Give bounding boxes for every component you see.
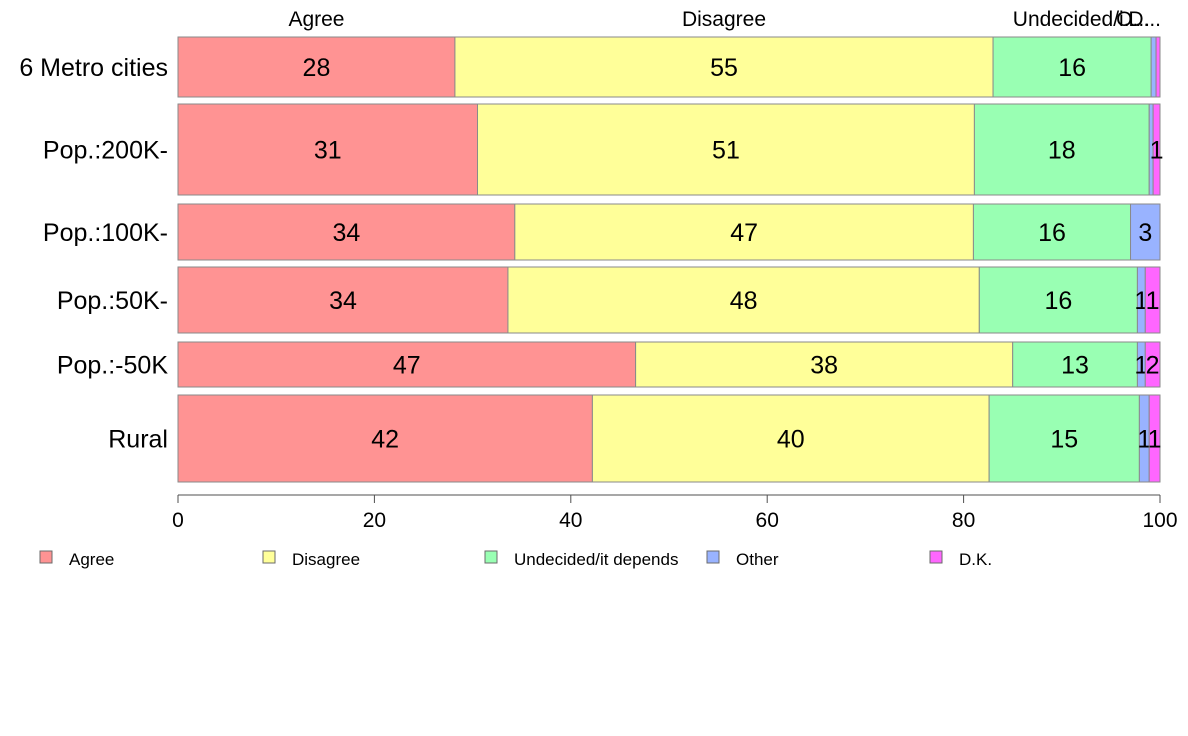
x-axis: 0 20 40 60 80 100: [172, 494, 1178, 532]
bar-segment-2-1: [177, 103, 479, 196]
legend-swatch: [706, 550, 720, 564]
column-header-labels: Agree Disagree Undecided/i...O...D...: [288, 8, 1161, 31]
bar-segment-1-3: [992, 36, 1152, 98]
data-label: 51: [712, 137, 740, 165]
bar-segment-6-2: [591, 394, 990, 483]
x-tick-label: 60: [756, 509, 779, 532]
data-label: 16: [1038, 219, 1066, 247]
category-label: Rural: [108, 426, 168, 454]
data-label: 34: [329, 287, 357, 315]
bar-segment-5-3: [1012, 341, 1138, 388]
data-label: 1: [1148, 426, 1162, 454]
data-label: 16: [1058, 54, 1086, 82]
data-label: 1: [1146, 287, 1160, 315]
column-header-label: Undecided/i...: [1013, 8, 1141, 31]
bar-segment-4-1: [177, 266, 509, 334]
data-label: 13: [1061, 352, 1089, 380]
category-label: 6 Metro cities: [19, 54, 168, 82]
category-label: Pop.:50K-: [57, 287, 168, 315]
data-label: 48: [730, 287, 758, 315]
bar-segment-2-3: [973, 103, 1150, 196]
data-label: 28: [303, 54, 331, 82]
x-tick-label: 0: [172, 509, 184, 532]
legend: Agree Disagree Undecided/it depends Other D.…: [39, 550, 992, 569]
x-tick-label: 20: [363, 509, 386, 532]
data-label: 47: [393, 352, 421, 380]
data-label: 16: [1044, 287, 1072, 315]
bar-segment-5-5: [1144, 341, 1161, 388]
column-header-label: O...: [1116, 8, 1150, 31]
data-label: 15: [1050, 426, 1078, 454]
legend-label: Agree: [69, 550, 114, 569]
bar-segment-5-2: [635, 341, 1014, 388]
bar-segment-2-5: [1152, 103, 1161, 196]
data-label: 55: [710, 54, 738, 82]
x-tick-label: 100: [1142, 509, 1177, 532]
legend-swatch: [262, 550, 276, 564]
bar-segment-6-3: [988, 394, 1140, 483]
category-labels: 6 Metro cities Pop.:200K- Pop.:100K- Pop.:5…: [19, 54, 168, 454]
bar-segment-6-5: [1148, 394, 1161, 483]
data-label: 40: [777, 426, 805, 454]
bar-segment-4-3: [978, 266, 1138, 334]
bar-segment-2-2: [477, 103, 975, 196]
x-tick-label: 80: [952, 509, 975, 532]
bar-segment-6-1: [177, 394, 593, 483]
bar-segment-3-4: [1130, 203, 1161, 261]
bar-segment-3-2: [514, 203, 974, 261]
bar-segment-4-5: [1144, 266, 1161, 334]
column-header-label: Agree: [288, 8, 344, 31]
x-tick-label: 40: [559, 509, 582, 532]
legend-swatch: [39, 550, 53, 564]
data-label: 42: [371, 426, 399, 454]
data-label: 1: [1150, 137, 1164, 165]
bar-segment-5-1: [177, 341, 637, 388]
column-header-label: D...: [1128, 8, 1161, 31]
legend-label: Undecided/it depends: [514, 550, 678, 569]
data-label: 3: [1138, 219, 1152, 247]
bar-segment-4-2: [507, 266, 980, 334]
legend-label: Disagree: [292, 550, 360, 569]
legend-label: D.K.: [959, 550, 992, 569]
bar-segment-1-4: [1150, 36, 1157, 98]
category-label: Pop.:100K-: [43, 219, 168, 247]
data-label: 38: [810, 352, 838, 380]
category-label: Pop.:200K-: [43, 137, 168, 165]
data-label: 2: [1146, 352, 1160, 380]
data-label: 34: [333, 219, 361, 247]
data-label: 18: [1048, 137, 1076, 165]
column-header-label: Disagree: [682, 8, 766, 31]
data-label: 31: [314, 137, 342, 165]
category-label: Pop.:-50K: [57, 352, 169, 380]
legend-swatch: [484, 550, 498, 564]
bar-segment-1-5: [1155, 36, 1161, 98]
legend-swatch: [929, 550, 943, 564]
data-label: 47: [730, 219, 758, 247]
bar-segment-1-1: [177, 36, 456, 98]
bar-segment-3-1: [177, 203, 516, 261]
data-label: 1: [1137, 426, 1151, 454]
legend-label: Other: [736, 550, 779, 569]
